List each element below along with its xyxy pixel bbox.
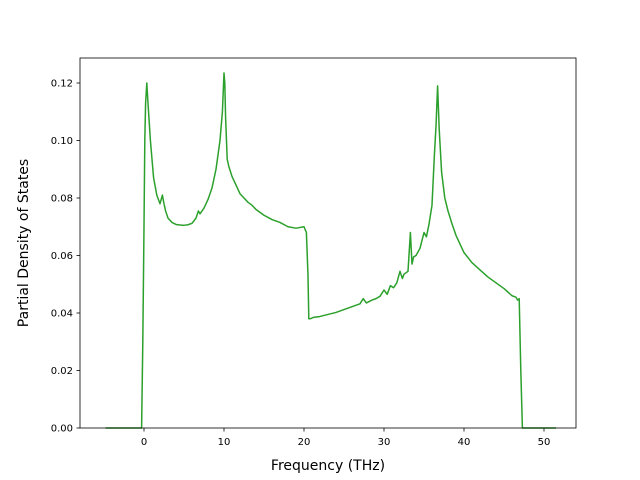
x-tick-label: 10 xyxy=(218,437,231,448)
y-axis-ticks: 0.00 0.02 0.04 0.06 0.08 0.10 0.12 xyxy=(51,79,80,435)
x-axis-ticks: 0 10 20 30 40 50 xyxy=(141,428,551,448)
series-line xyxy=(105,72,556,429)
y-tick-label: 0.04 xyxy=(51,309,73,320)
y-tick-label: 0.12 xyxy=(51,79,73,90)
y-tick-label: 0.00 xyxy=(51,424,73,435)
x-tick-label: 40 xyxy=(458,437,471,448)
x-tick-label: 20 xyxy=(298,437,311,448)
y-tick-label: 0.02 xyxy=(51,366,73,377)
x-axis-title: Frequency (THz) xyxy=(271,458,385,474)
y-tick-label: 0.10 xyxy=(51,136,73,147)
plot-frame xyxy=(79,57,577,429)
x-tick-label: 0 xyxy=(141,437,147,448)
y-tick-label: 0.08 xyxy=(51,194,73,205)
y-tick-label: 0.06 xyxy=(51,251,73,262)
x-tick-label: 50 xyxy=(538,437,551,448)
y-axis-title: Partial Density of States xyxy=(16,159,32,327)
plot-area xyxy=(80,58,576,428)
x-tick-label: 30 xyxy=(378,437,391,448)
